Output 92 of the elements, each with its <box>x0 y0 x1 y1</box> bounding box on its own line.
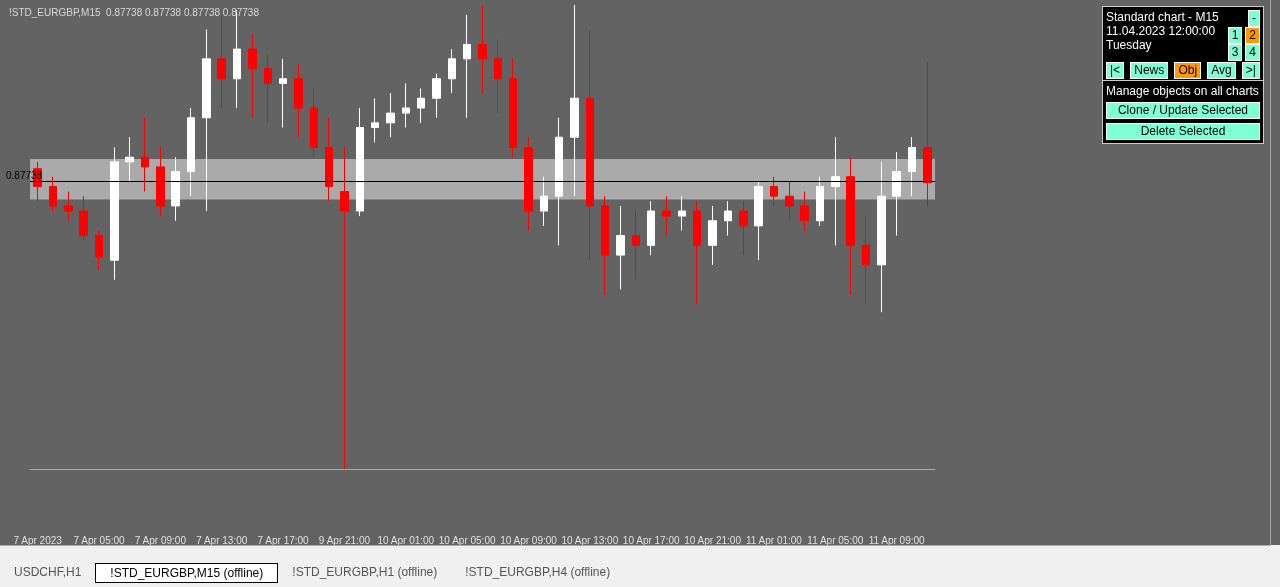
candlestick <box>892 151 901 237</box>
candlestick <box>678 195 686 231</box>
candlestick <box>616 205 625 290</box>
candlestick <box>248 33 257 119</box>
x-tick-label: 9 Apr 21:00 <box>318 534 371 546</box>
x-tick-label: 7 Apr 13:00 <box>196 534 248 546</box>
candlestick <box>785 181 794 222</box>
text: Obj <box>1174 62 1202 79</box>
candlestick <box>340 146 349 470</box>
x-tick-label: 7 Apr 05:00 <box>73 534 126 546</box>
candlestick <box>171 156 180 222</box>
x-tick-label: 10 Apr 21:00 <box>684 534 742 546</box>
x-tick-label: 7 Apr 09:00 <box>134 534 187 546</box>
text: >| <box>1241 62 1260 79</box>
text: Clone / Update Selected <box>1106 102 1260 119</box>
candlestick <box>417 88 425 124</box>
text: Delete Selected <box>1106 123 1260 140</box>
candlestick <box>586 29 594 261</box>
candlestick <box>79 195 88 241</box>
text: !STD_EURGBP,M15 (offline) <box>95 563 279 583</box>
candlestick <box>494 38 502 114</box>
text: USDCHF,H1 <box>13 564 83 581</box>
candlestick <box>632 210 640 281</box>
candlestick <box>540 176 548 227</box>
candlestick <box>693 200 701 305</box>
candlestick <box>724 200 732 237</box>
x-tick-label: 11 Apr 09:00 <box>868 534 926 546</box>
text: - <box>1248 10 1260 27</box>
candlestick <box>294 63 303 138</box>
text: News <box>1130 62 1169 79</box>
text: 2 <box>1245 27 1260 44</box>
x-tick-label: 10 Apr 17:00 <box>622 534 681 546</box>
candlestick <box>310 88 318 158</box>
candlestick <box>217 14 226 109</box>
candlestick <box>356 107 364 217</box>
candlestick <box>64 191 73 222</box>
candlestick <box>371 97 379 143</box>
candlestick <box>325 117 333 202</box>
candlestick <box>708 205 717 266</box>
candlestick <box>187 107 195 197</box>
candlestick <box>923 61 932 207</box>
candlestick <box>908 136 916 197</box>
candlestick <box>555 117 563 246</box>
text: Standard chart - M15 <box>1106 10 1219 24</box>
text: |< <box>1106 62 1125 79</box>
candlestick <box>478 4 487 94</box>
candlestick <box>509 58 517 158</box>
candlestick <box>49 176 57 212</box>
candlestick <box>125 136 134 183</box>
candlestick <box>647 200 655 256</box>
x-tick-label: 11 Apr 01:00 <box>745 534 803 546</box>
candlestick <box>877 161 886 313</box>
candlestick <box>816 176 824 227</box>
candlestick <box>110 146 119 281</box>
candlestick <box>279 58 287 128</box>
x-tick-label: 7 Apr 2023 <box>13 534 63 546</box>
x-tick-label: 10 Apr 01:00 <box>377 534 435 546</box>
candlestick <box>570 4 579 197</box>
candlestick <box>739 200 748 256</box>
candlestick <box>156 146 165 217</box>
text: Manage objects on all charts <box>1106 84 1260 98</box>
candlestick <box>831 136 840 246</box>
x-tick-label: 11 Apr 05:00 <box>807 534 864 546</box>
candlestick <box>754 181 763 261</box>
candlestick <box>524 136 533 231</box>
x-tick-label: 10 Apr 13:00 <box>561 534 619 546</box>
text: !STD_EURGBP,H1 (offline) <box>291 564 439 581</box>
text: !STD_EURGBP,H4 (offline) <box>464 564 612 581</box>
candlestick <box>601 195 609 296</box>
text: 1 <box>1227 27 1243 44</box>
candlestick <box>846 156 855 296</box>
text: 3 <box>1227 44 1243 61</box>
x-tick-label: 7 Apr 17:00 <box>257 534 310 546</box>
candlestick <box>862 215 870 305</box>
candlestick <box>463 14 471 119</box>
candlestick <box>432 73 441 119</box>
candlestick <box>770 176 778 207</box>
candlestick <box>800 191 809 231</box>
candlestick <box>202 29 211 212</box>
candlestick <box>141 117 149 193</box>
x-tick-label: 10 Apr 05:00 <box>438 534 496 546</box>
candlestick <box>95 230 103 271</box>
candlestick <box>662 195 671 237</box>
text: Avg <box>1207 62 1236 79</box>
candlestick <box>264 53 272 124</box>
candlestick <box>386 92 395 138</box>
text: Tuesday <box>1106 38 1152 52</box>
text: 4 <box>1245 44 1260 61</box>
text: 11.04.2023 12:00:00 <box>1106 24 1216 38</box>
x-tick-label: 10 Apr 09:00 <box>500 534 558 546</box>
candlestick <box>448 48 456 94</box>
candlestick <box>402 82 410 128</box>
